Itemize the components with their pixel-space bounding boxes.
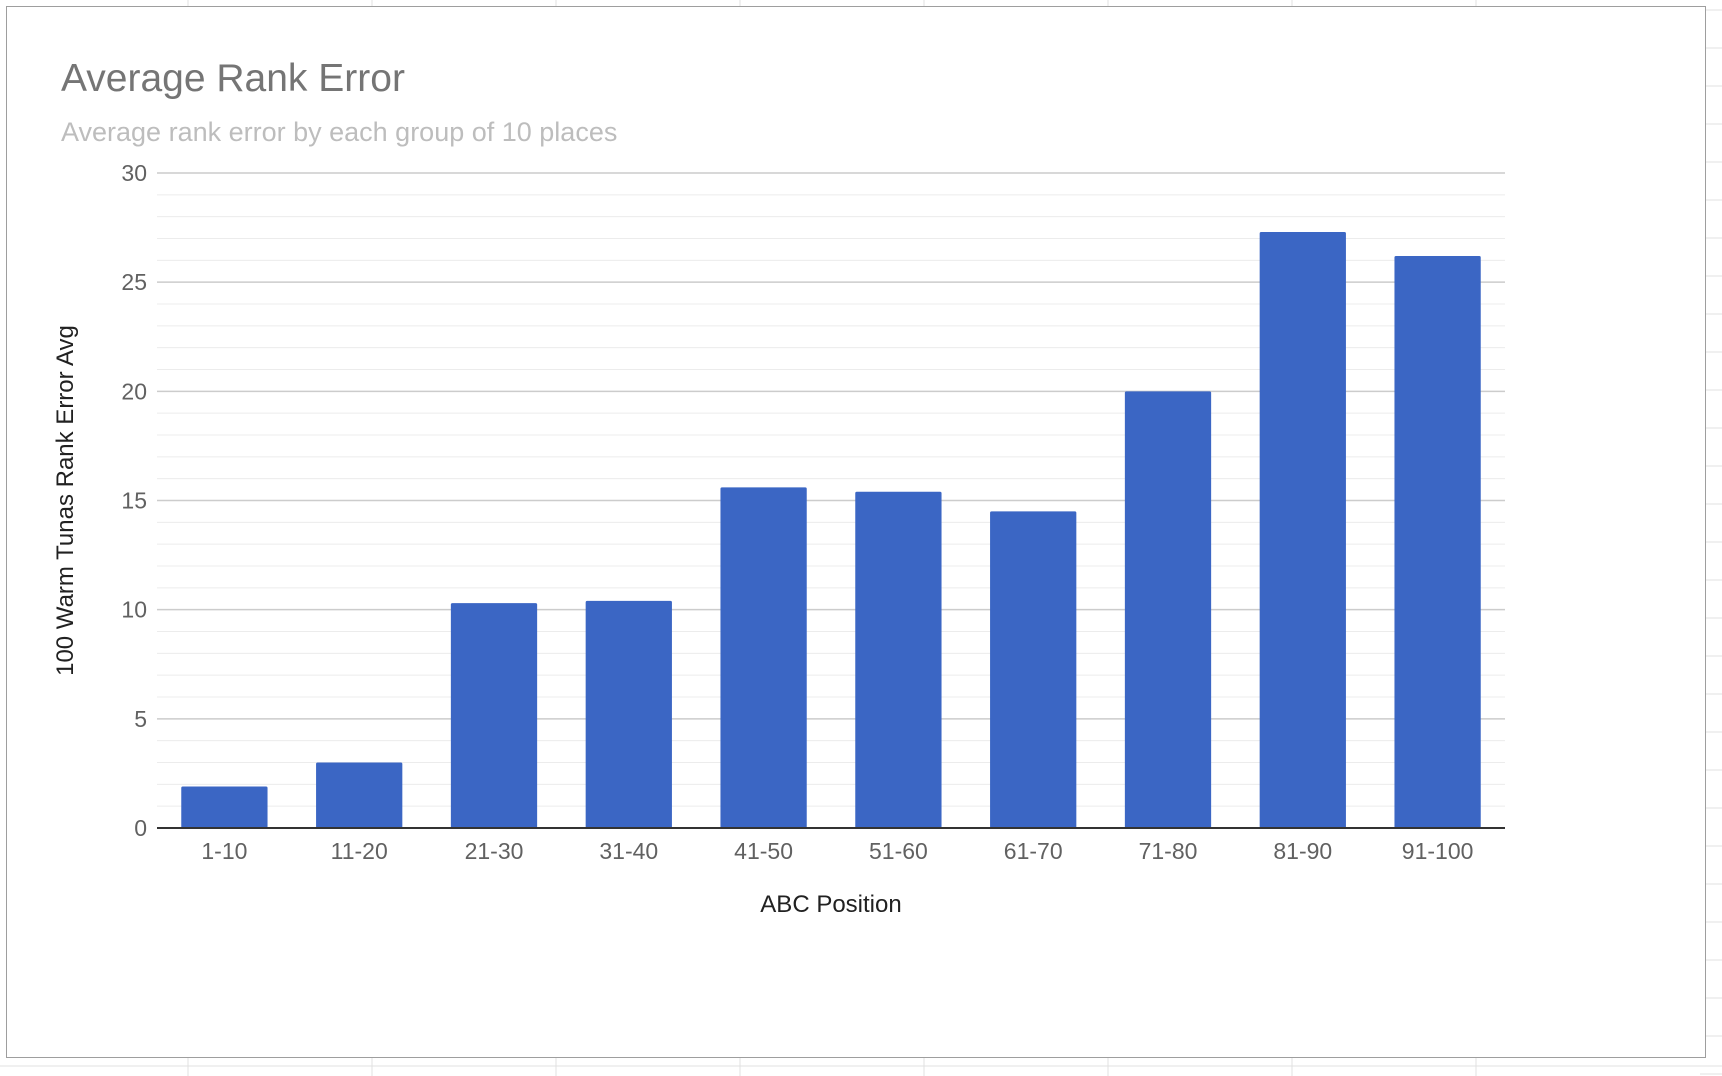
x-tick-label: 81-90	[1273, 838, 1332, 864]
y-tick-label: 30	[121, 160, 147, 186]
x-tick-label: 21-30	[465, 838, 524, 864]
bar-41-50[interactable]	[720, 487, 807, 828]
y-tick-label: 20	[121, 378, 147, 404]
chart-subtitle: Average rank error by each group of 10 p…	[61, 117, 618, 147]
chart-container[interactable]: Average Rank Error Average rank error by…	[6, 6, 1706, 1058]
y-tick-label: 25	[121, 269, 147, 295]
bar-61-70[interactable]	[990, 511, 1077, 828]
bar-11-20[interactable]	[316, 762, 403, 829]
x-tick-label: 11-20	[331, 838, 388, 864]
x-axis-title: ABC Position	[760, 891, 901, 918]
x-tick-label: 91-100	[1402, 838, 1474, 864]
bar-chart-plot: 0 5 10 15 20 25 30 1-10 11-20 21-30 31-40 41-50 51-…	[52, 160, 1505, 918]
y-tick-label: 0	[134, 815, 147, 841]
x-tick-labels: 1-10 11-20 21-30 31-40 41-50 51-60 61-70 71-80 8…	[201, 838, 1473, 864]
x-tick-label: 71-80	[1139, 838, 1198, 864]
chart-title: Average Rank Error	[61, 57, 405, 100]
bar-91-100[interactable]	[1394, 255, 1481, 828]
x-tick-label: 51-60	[869, 838, 928, 864]
bars	[181, 231, 1481, 829]
y-tick-label: 15	[121, 488, 147, 514]
y-axis-title: 100 Warm Tunas Rank Error Avg	[52, 325, 79, 676]
x-tick-label: 1-10	[201, 838, 247, 864]
bar-1-10[interactable]	[181, 786, 268, 828]
y-tick-label: 5	[134, 706, 147, 732]
x-tick-label: 61-70	[1004, 838, 1063, 864]
x-tick-label: 41-50	[734, 838, 793, 864]
x-tick-label: 31-40	[599, 838, 658, 864]
y-tick-labels: 0 5 10 15 20 25 30	[121, 160, 147, 841]
y-tick-label: 10	[121, 597, 147, 623]
bar-51-60[interactable]	[855, 491, 942, 828]
bar-31-40[interactable]	[585, 600, 672, 828]
bar-81-90[interactable]	[1259, 231, 1346, 828]
bar-21-30[interactable]	[450, 603, 538, 828]
bar-71-80[interactable]	[1124, 391, 1212, 828]
